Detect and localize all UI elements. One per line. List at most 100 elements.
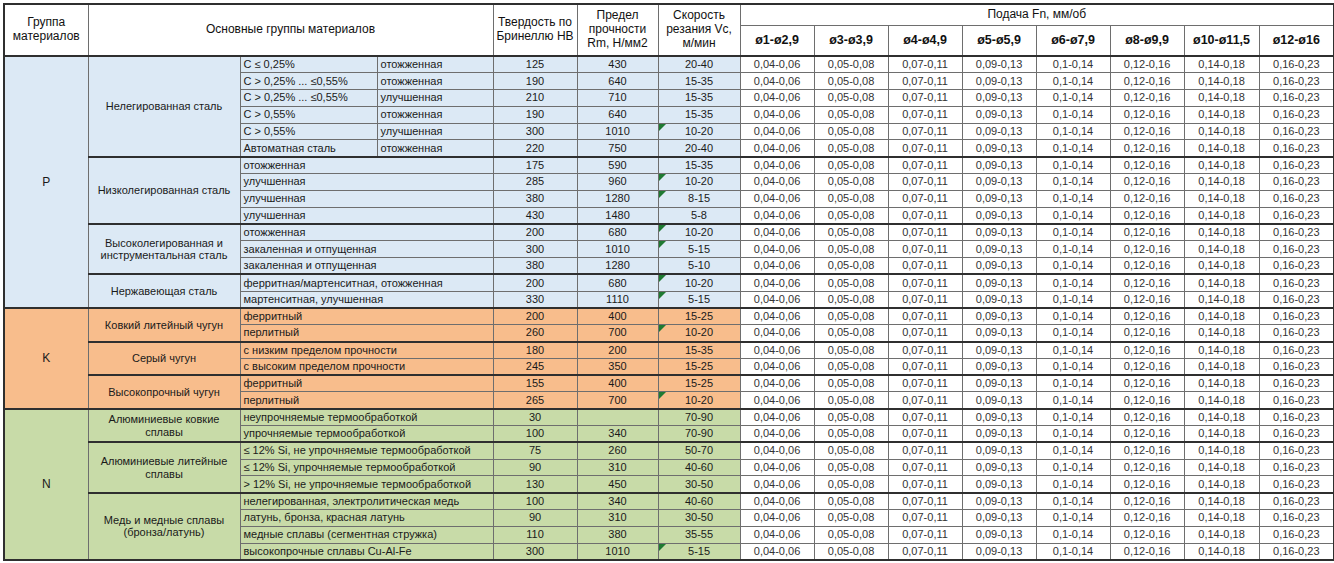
characteristic-cell: C > 0,55% [240,106,377,123]
speed-cell: 15-25 [658,308,740,325]
feed-cell: 0,16-0,23 [1259,476,1334,493]
subgroup-cell: Нержавеющая сталь [88,274,240,308]
feed-cell: 0,14-0,18 [1184,459,1259,476]
feed-cell: 0,16-0,23 [1259,190,1334,207]
speed-cell: 5-15 [658,291,740,308]
speed-cell: 15-35 [658,106,740,123]
hardness-cell: 380 [493,190,577,207]
feed-cell: 0,07-0,11 [888,510,962,527]
table-row: Алюминиевые литейные сплавы≤ 12% Si, не … [4,442,1334,459]
feed-cell: 0,14-0,18 [1184,123,1259,140]
feed-cell: 0,1-0,14 [1036,274,1110,291]
strength-cell: 1480 [577,207,658,224]
strength-cell: 1010 [577,123,658,140]
feed-cell: 0,09-0,13 [962,90,1036,107]
speed-cell: 20-40 [658,56,740,73]
comment-flag-icon [659,392,666,399]
feed-cell: 0,16-0,23 [1259,442,1334,459]
feed-cell: 0,1-0,14 [1036,442,1110,459]
feed-cell: 0,07-0,11 [888,426,962,443]
speed-cell: 15-35 [658,157,740,174]
feed-cell: 0,14-0,18 [1184,476,1259,493]
comment-flag-icon [659,191,666,198]
strength-cell: 680 [577,224,658,241]
feed-cell: 0,04-0,06 [740,526,814,543]
feed-cell: 0,1-0,14 [1036,409,1110,426]
characteristic-cell: C > 0,25% ... ≤0,55% [240,73,377,90]
feed-cell: 0,14-0,18 [1184,392,1259,409]
feed-cell: 0,12-0,16 [1110,258,1184,275]
feed-cell: 0,07-0,11 [888,106,962,123]
feed-cell: 0,05-0,08 [814,90,888,107]
speed-cell: 8-15 [658,190,740,207]
characteristic-cell: с низким пределом прочности [240,342,493,359]
comment-flag-icon [659,544,666,551]
feed-cell: 0,07-0,11 [888,493,962,510]
feed-cell: 0,04-0,06 [740,426,814,443]
feed-cell: 0,09-0,13 [962,375,1036,392]
feed-cell: 0,04-0,06 [740,56,814,73]
feed-cell: 0,16-0,23 [1259,224,1334,241]
header-diameter-6: ø8-ø9,9 [1110,26,1184,57]
comment-flag-icon [659,292,666,299]
feed-cell: 0,16-0,23 [1259,90,1334,107]
feed-cell: 0,16-0,23 [1259,409,1334,426]
strength-cell: 310 [577,510,658,527]
hardness-cell: 330 [493,291,577,308]
feed-cell: 0,16-0,23 [1259,426,1334,443]
feed-cell: 0,16-0,23 [1259,106,1334,123]
feed-cell: 0,16-0,23 [1259,274,1334,291]
feed-cell: 0,12-0,16 [1110,106,1184,123]
strength-cell: 400 [577,308,658,325]
feed-cell: 0,16-0,23 [1259,375,1334,392]
hardness-cell: 130 [493,476,577,493]
feed-cell: 0,16-0,23 [1259,140,1334,157]
feed-cell: 0,1-0,14 [1036,543,1110,560]
header-strength: Предел прочности Rm, Н/мм2 [577,4,658,56]
feed-cell: 0,05-0,08 [814,459,888,476]
state-cell: отожженная [377,56,493,73]
feed-cell: 0,05-0,08 [814,224,888,241]
comment-flag-icon [659,275,666,282]
feed-cell: 0,1-0,14 [1036,426,1110,443]
feed-cell: 0,07-0,11 [888,409,962,426]
comment-flag-icon [659,174,666,181]
feed-cell: 0,04-0,06 [740,123,814,140]
hardness-cell: 260 [493,325,577,342]
speed-cell: 15-35 [658,342,740,359]
table-row: PНелегированная стальC ≤ 0,25%отожженная… [4,56,1334,73]
feed-cell: 0,05-0,08 [814,510,888,527]
header-material-group: Группа материалов [4,4,88,56]
state-cell: улучшенная [377,123,493,140]
feed-cell: 0,1-0,14 [1036,190,1110,207]
characteristic-cell: ферритный [240,375,493,392]
feed-cell: 0,07-0,11 [888,291,962,308]
feed-cell: 0,14-0,18 [1184,510,1259,527]
feed-cell: 0,12-0,16 [1110,325,1184,342]
feed-cell: 0,12-0,16 [1110,426,1184,443]
feed-cell: 0,04-0,06 [740,543,814,560]
feed-cell: 0,1-0,14 [1036,459,1110,476]
feed-cell: 0,09-0,13 [962,174,1036,191]
characteristic-cell: неупрочняемые термообработкой [240,409,493,426]
speed-cell: 50-70 [658,442,740,459]
feed-cell: 0,04-0,06 [740,493,814,510]
feed-cell: 0,1-0,14 [1036,73,1110,90]
feed-cell: 0,12-0,16 [1110,526,1184,543]
strength-cell: 340 [577,426,658,443]
feed-cell: 0,14-0,18 [1184,308,1259,325]
feed-cell: 0,14-0,18 [1184,426,1259,443]
feed-cell: 0,1-0,14 [1036,90,1110,107]
speed-cell: 10-20 [658,325,740,342]
feed-cell: 0,14-0,18 [1184,157,1259,174]
header-hardness: Твердость по Бринеллю HB [493,4,577,56]
feed-cell: 0,1-0,14 [1036,123,1110,140]
hardness-cell: 100 [493,493,577,510]
speed-cell: 10-20 [658,224,740,241]
feed-cell: 0,09-0,13 [962,510,1036,527]
subgroup-cell: Низколегированная сталь [88,157,240,224]
feed-cell: 0,04-0,06 [740,409,814,426]
feed-cell: 0,12-0,16 [1110,190,1184,207]
feed-cell: 0,16-0,23 [1259,325,1334,342]
state-cell: улучшенная [377,90,493,107]
